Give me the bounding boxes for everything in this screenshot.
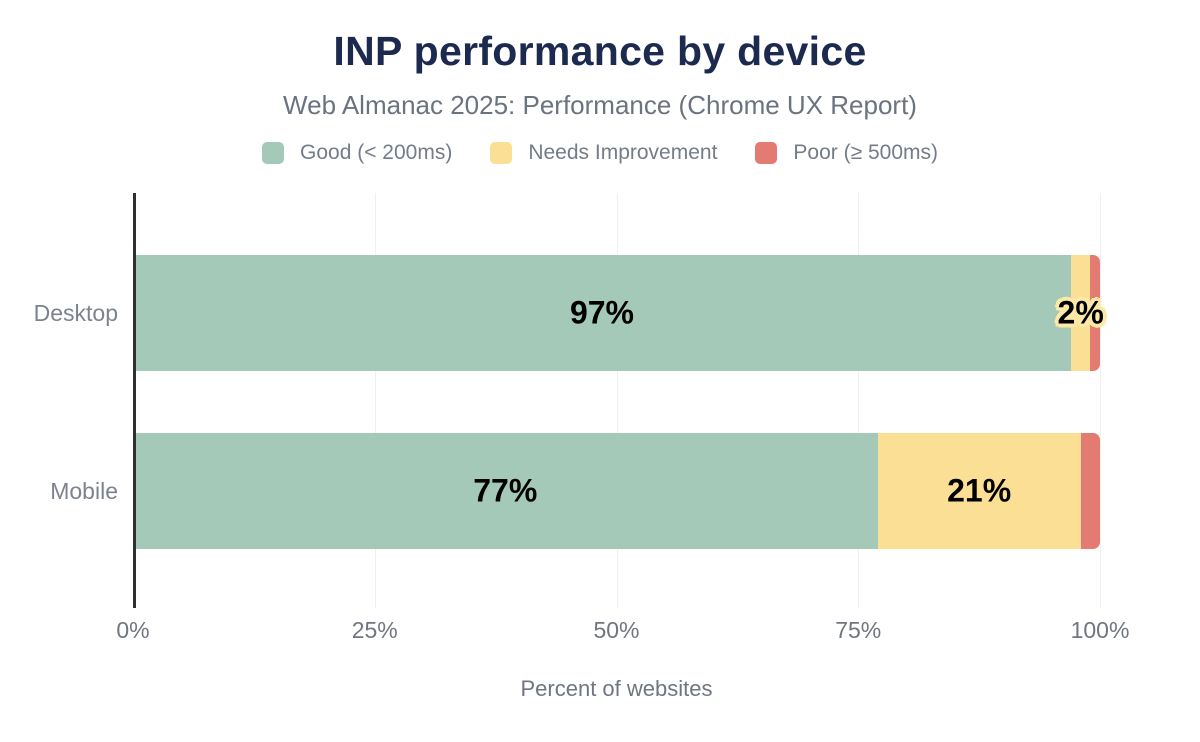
legend: Good (< 200ms) Needs Improvement Poor (≥ 5… [0, 141, 1200, 165]
bar-desktop: 97% 2% [133, 255, 1104, 371]
legend-swatch-poor-500ms [755, 142, 778, 164]
gridline-75 [858, 193, 860, 608]
plot-area: 97% 2% 77% 21% [133, 193, 1104, 608]
x-tick-50: 50% [593, 617, 640, 643]
x-tick-75: 75% [835, 617, 882, 643]
legend-item-needs-improvement: Needs Improvement [490, 141, 717, 165]
bar-segment-mobile-needs-improvement [877, 433, 1081, 549]
bar-segment-mobile-good-200ms [133, 433, 878, 549]
bar-value-label-mobile-good-200ms: 77% [473, 472, 538, 509]
legend-swatch-good-200ms [262, 142, 284, 164]
legend-label: Good (< 200ms) [300, 141, 453, 164]
bar-value-label-desktop-good-200ms: 97% [569, 294, 635, 331]
x-tick-25: 25% [351, 617, 398, 643]
bar-segment-desktop-good-200ms [133, 255, 1071, 371]
bar-segment-desktop-poor-500ms [1090, 255, 1100, 371]
bar-segment-mobile-poor-500ms [1080, 433, 1100, 549]
gridline-50 [616, 193, 618, 608]
bar-value-label-mobile-needs-improvement: 21% [947, 472, 1012, 509]
category-label-desktop: Desktop [33, 300, 118, 326]
y-axis-line [133, 193, 136, 608]
bar-mobile: 77% 21% [133, 433, 1100, 549]
x-axis-title: Percent of websites [520, 676, 713, 701]
legend-item-good-200ms: Good (< 200ms) [262, 141, 452, 165]
chart-subtitle: Web Almanac 2025: Performance (Chrome UX… [283, 90, 917, 120]
bar-value-label-desktop-needs-improvement: 2% [1057, 294, 1104, 331]
gridline-100 [1100, 193, 1101, 608]
category-label-mobile: Mobile [50, 478, 118, 504]
x-tick-0: 0% [116, 617, 150, 643]
x-tick-100: 100% [1070, 617, 1130, 643]
bar-segment-desktop-needs-improvement [1070, 255, 1091, 371]
legend-label: Poor (≥ 500ms) [793, 141, 938, 164]
legend-swatch-needs-improvement [490, 142, 513, 164]
legend-item-poor-500ms: Poor (≥ 500ms) [755, 141, 938, 165]
chart-title: INP performance by device [333, 28, 867, 74]
gridline-25 [374, 193, 376, 608]
legend-label: Needs Improvement [528, 141, 718, 164]
x-axis-tick-labels: 0% 25% 50% 75% 100% [0, 617, 1200, 647]
